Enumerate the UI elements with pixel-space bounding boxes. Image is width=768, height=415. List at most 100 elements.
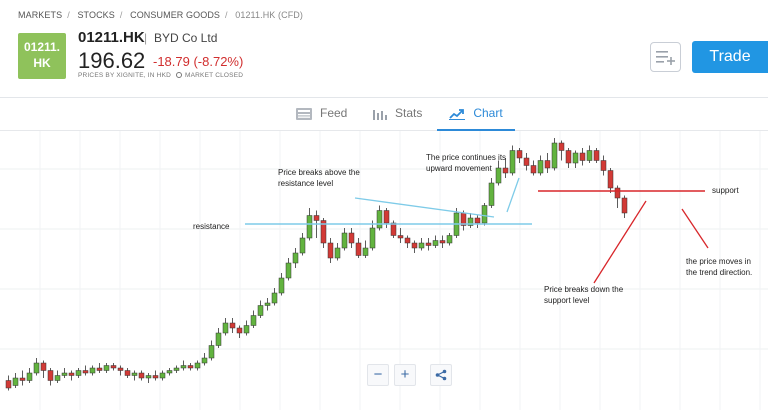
candle xyxy=(404,235,411,248)
breadcrumb-stocks[interactable]: STOCKS xyxy=(77,10,115,20)
candle xyxy=(439,235,446,248)
chart-icon xyxy=(449,108,466,120)
candle-body xyxy=(425,242,432,246)
candle-body xyxy=(327,242,334,259)
candle xyxy=(495,160,502,186)
candle xyxy=(537,155,544,176)
zoom-out-button[interactable]: − xyxy=(367,364,389,386)
candle xyxy=(222,318,229,336)
candle xyxy=(145,373,152,383)
candle xyxy=(341,228,348,251)
candle-body xyxy=(474,217,481,224)
tab-feed[interactable]: Feed xyxy=(296,98,347,129)
candle-body xyxy=(614,187,621,199)
add-to-list-icon xyxy=(656,51,675,65)
candle-body xyxy=(89,367,96,374)
candle-body xyxy=(68,372,75,376)
price-change: -18.79 (-8.72%) xyxy=(153,54,244,69)
breadcrumb-markets[interactable]: MARKETS xyxy=(18,10,63,20)
candle-body xyxy=(285,262,292,279)
candle xyxy=(271,288,278,306)
candle-body xyxy=(103,365,110,371)
candle-body xyxy=(355,242,362,256)
candle xyxy=(572,150,579,168)
trade-button[interactable]: Trade xyxy=(692,41,768,73)
company-name: BYD Co Ltd xyxy=(154,31,218,45)
candle-body xyxy=(397,235,404,239)
candle-body xyxy=(432,240,439,246)
candle xyxy=(376,205,383,231)
candle-body xyxy=(313,215,320,221)
candle-body xyxy=(593,150,600,161)
candle xyxy=(334,243,341,261)
candle-body xyxy=(250,315,257,326)
instrument-tabs: Feed Stats Chart xyxy=(0,98,768,131)
candle xyxy=(257,300,264,318)
candle xyxy=(96,363,103,373)
price-chart[interactable]: Price breaks above the resistance level … xyxy=(0,131,768,410)
candle xyxy=(124,368,131,378)
candle-body xyxy=(96,367,103,371)
candle-body xyxy=(61,372,68,376)
candle-body xyxy=(544,160,551,169)
candle xyxy=(586,145,593,163)
candle-body xyxy=(537,160,544,174)
candle xyxy=(411,240,418,253)
candle-body xyxy=(243,325,250,334)
tab-stats[interactable]: Stats xyxy=(373,98,422,129)
breadcrumb-consumer-goods[interactable]: CONSUMER GOODS xyxy=(130,10,221,20)
candle-body xyxy=(152,375,159,379)
candle xyxy=(516,148,523,163)
candle-body xyxy=(236,327,243,334)
candle xyxy=(187,363,194,371)
candle-body xyxy=(348,232,355,244)
annotation-breaks-down-text: Price breaks down the support level xyxy=(544,285,624,305)
candle-body xyxy=(145,375,152,379)
candle xyxy=(320,218,327,248)
candle-body xyxy=(33,362,40,374)
share-button[interactable] xyxy=(430,364,452,386)
candle xyxy=(369,220,376,251)
breadcrumb-current: 01211.HK (CFD) xyxy=(235,10,303,20)
add-to-watchlist-button[interactable] xyxy=(650,42,681,72)
zoom-in-button[interactable]: + xyxy=(394,364,416,386)
annotation-support: support xyxy=(712,186,739,195)
candle-body xyxy=(488,182,495,206)
candle xyxy=(292,248,299,268)
candle xyxy=(397,228,404,243)
candle xyxy=(278,273,285,296)
candle-body xyxy=(75,370,82,376)
candle xyxy=(166,368,173,376)
candle xyxy=(614,185,621,208)
candle xyxy=(488,178,495,208)
candle-body xyxy=(299,237,306,254)
candle xyxy=(110,363,117,371)
tab-stats-label: Stats xyxy=(395,106,423,120)
candle-body xyxy=(530,165,537,174)
annotation-trend-text: the price moves in the trend direction. xyxy=(686,257,753,277)
annotation-breaks-above: Price breaks above the resistance level xyxy=(278,167,388,189)
candle-body xyxy=(47,370,54,381)
instrument-tile: 01211. HK xyxy=(18,33,66,79)
annotation-breaks-above-text: Price breaks above the resistance level xyxy=(278,168,360,188)
candle xyxy=(75,368,82,378)
candle-body xyxy=(551,142,558,169)
clock-icon xyxy=(176,72,183,78)
candle-body xyxy=(166,370,173,374)
candle-body xyxy=(110,365,117,369)
candle xyxy=(19,370,26,386)
candle xyxy=(138,370,145,381)
candle xyxy=(558,140,565,161)
candle-body xyxy=(404,237,411,244)
candle-body xyxy=(229,322,236,329)
candle xyxy=(474,215,481,228)
annotation-lines xyxy=(245,177,709,284)
candle xyxy=(194,360,201,371)
candle-body xyxy=(509,150,516,174)
candle xyxy=(383,208,390,228)
candle-body xyxy=(334,247,341,259)
candle-body xyxy=(306,215,313,239)
candlestick-chart xyxy=(0,131,768,410)
candle xyxy=(180,360,187,371)
tab-chart[interactable]: Chart xyxy=(437,98,515,131)
